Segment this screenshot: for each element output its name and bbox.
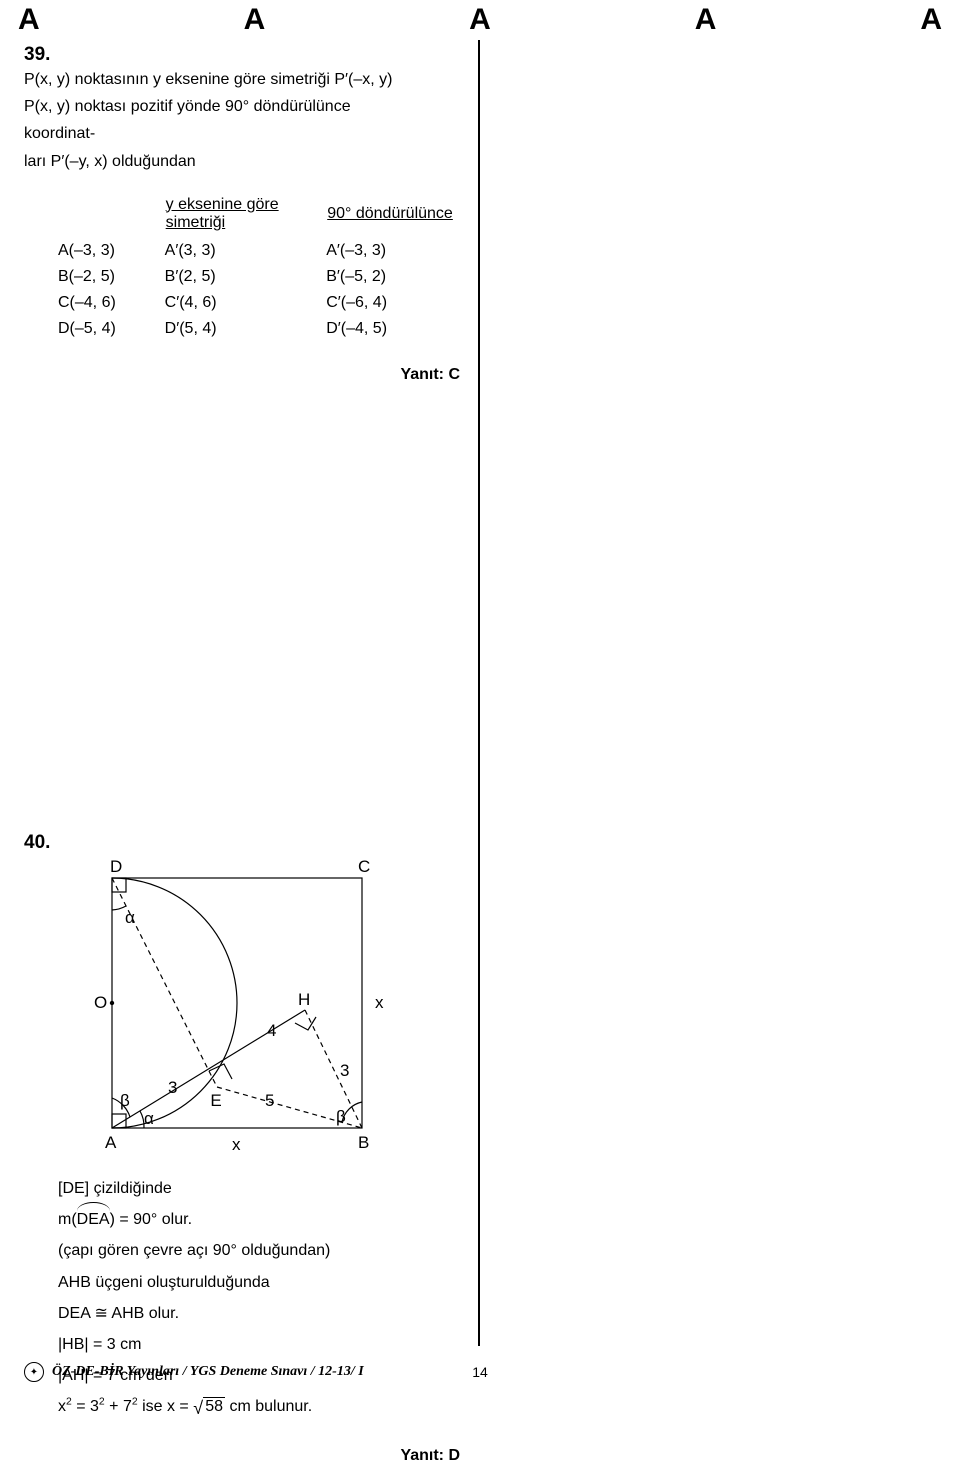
label-A: A (105, 1133, 117, 1152)
publisher-logo-icon: ✦ (24, 1362, 44, 1382)
table-head-c2: y eksenine göre simetriği (165, 195, 327, 238)
txt: ise x = (138, 1398, 194, 1415)
q40-line5: DEA ≅ AHB olur. (58, 1298, 464, 1329)
header-letter: A (920, 5, 942, 35)
txt: cm bulunur. (225, 1398, 312, 1415)
q39-answer: Yanıt: C (24, 366, 464, 384)
label-x-right: x (375, 993, 384, 1012)
cell: B′(–5, 2) (326, 264, 464, 290)
footer-text: ÖZ-DE-BİR Yayınları / YGS Deneme Sınavı … (52, 1364, 364, 1380)
cell: D(–5, 4) (58, 316, 165, 342)
label-alpha-D: α (125, 908, 135, 927)
q40-line3: (çapı gören çevre açı 90° olduğundan) (58, 1235, 464, 1266)
q39-line2: P(x, y) noktası pozitif yönde 90° döndür… (24, 98, 351, 142)
cell: A′(3, 3) (165, 238, 327, 264)
cell: B′(2, 5) (165, 264, 327, 290)
q40-figure: D C A B O H E x x α α β β 3 4 5 3 (82, 858, 464, 1163)
line-HB (305, 1010, 362, 1128)
radicand: 58 (203, 1397, 225, 1416)
column-divider (478, 40, 480, 1346)
txt: ) = 90° olur. (110, 1211, 192, 1228)
label-D: D (110, 858, 122, 876)
txt: x (58, 1398, 66, 1415)
label-beta-A: β (120, 1091, 130, 1110)
angle-hat: DEA (77, 1204, 110, 1235)
q39-line1: P(x, y) noktasının y eksenine göre simet… (24, 71, 392, 88)
label-3b: 3 (340, 1061, 349, 1080)
label-H: H (298, 990, 310, 1009)
label-C: C (358, 858, 370, 876)
header-letters-row: A A A A A (0, 0, 960, 35)
cell: D′(–4, 5) (326, 316, 464, 342)
q40-line2: m(DEA) = 90° olur. (58, 1204, 464, 1235)
label-O: O (94, 993, 107, 1012)
q39-table: y eksenine göre simetriği 90° döndürülün… (58, 195, 464, 342)
footer: ✦ ÖZ-DE-BİR Yayınları / YGS Deneme Sınav… (24, 1362, 936, 1382)
label-5: 5 (265, 1091, 274, 1110)
label-4: 4 (267, 1021, 276, 1040)
label-beta-B: β (336, 1107, 346, 1126)
txt: m( (58, 1211, 77, 1228)
page: A A A A A 39. P(x, y) noktasının y eksen… (0, 0, 960, 1396)
q39-line3: ları P′(–y, x) olduğundan (24, 153, 196, 170)
table-head-c3: 90° döndürülünce (326, 195, 464, 238)
table-head-empty (58, 195, 165, 238)
cell: C′(–6, 4) (326, 290, 464, 316)
right-angle-H (295, 1017, 316, 1030)
cell: C(–4, 6) (58, 290, 165, 316)
q40-line6: |HB| = 3 cm (58, 1329, 464, 1360)
q40-answer: Yanıt: D (24, 1447, 464, 1465)
cell: D′(5, 4) (165, 316, 327, 342)
header-letter: A (244, 5, 266, 35)
txt: + 7 (105, 1398, 132, 1415)
txt: = 3 (72, 1398, 99, 1415)
table-header-row: y eksenine göre simetriği 90° döndürülün… (58, 195, 464, 238)
cell: B(–2, 5) (58, 264, 165, 290)
point-O (110, 1001, 114, 1005)
label-x-bottom: x (232, 1135, 241, 1154)
angle-alpha-D (112, 906, 126, 910)
q40-body: [DE] çizildiğinde m(DEA) = 90° olur. (ça… (58, 1173, 464, 1423)
labels: D C A B O H E x x α α β β 3 4 5 3 (94, 858, 384, 1154)
geometry-svg: D C A B O H E x x α α β β 3 4 5 3 (82, 858, 392, 1158)
header-letter: A (18, 5, 40, 35)
table-row: B(–2, 5) B′(2, 5) B′(–5, 2) (58, 264, 464, 290)
q40-line1: [DE] çizildiğinde (58, 1173, 464, 1204)
label-B: B (358, 1133, 369, 1152)
question-number: 40. (24, 832, 58, 854)
label-E: E (210, 1091, 221, 1110)
table-row: D(–5, 4) D′(5, 4) D′(–4, 5) (58, 316, 464, 342)
label-alpha-A: α (144, 1109, 154, 1128)
header-letter: A (695, 5, 717, 35)
q40-line4: AHB üçgeni oluşturulduğunda (58, 1267, 464, 1298)
right-angle-D (112, 878, 126, 892)
table-row: C(–4, 6) C′(4, 6) C′(–6, 4) (58, 290, 464, 316)
cell: A′(–3, 3) (326, 238, 464, 264)
question-39: 39. P(x, y) noktasının y eksenine göre s… (24, 44, 464, 384)
cell: A(–3, 3) (58, 238, 165, 264)
header-letter: A (469, 5, 491, 35)
question-number: 39. (24, 44, 58, 66)
cell: C′(4, 6) (165, 290, 327, 316)
question-body: P(x, y) noktasının y eksenine göre simet… (24, 66, 426, 175)
table-row: A(–3, 3) A′(3, 3) A′(–3, 3) (58, 238, 464, 264)
page-number: 14 (472, 1364, 488, 1380)
label-3: 3 (168, 1078, 177, 1097)
